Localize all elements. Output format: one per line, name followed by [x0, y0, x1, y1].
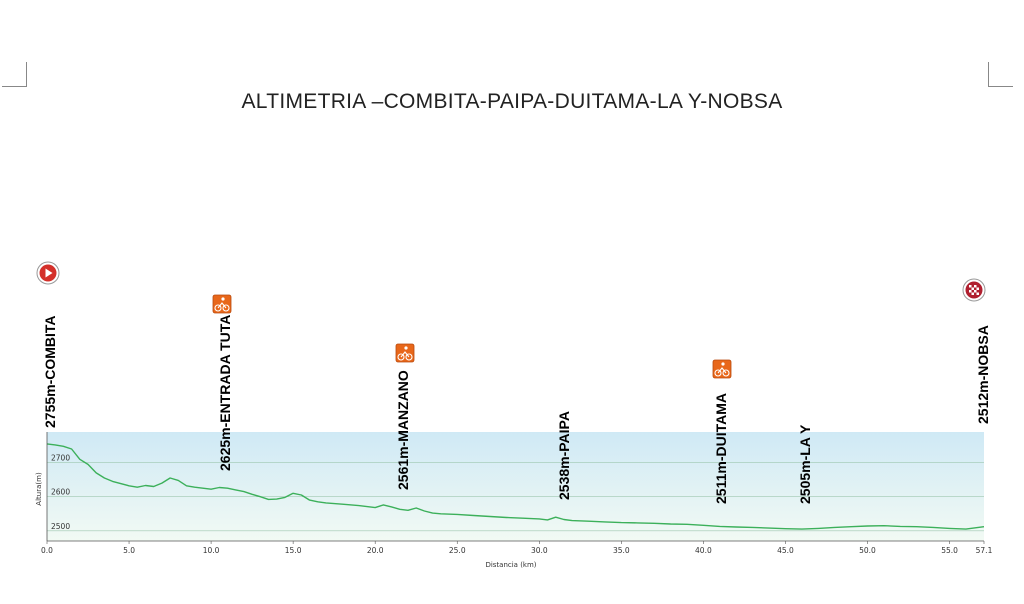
x-tick-label: 40.0 — [695, 546, 712, 555]
finish-icon-check — [971, 292, 974, 295]
sprint-icon-wheel — [722, 369, 730, 377]
finish-icon-check — [969, 290, 972, 293]
plot-background — [47, 432, 984, 541]
sprint-icon-box — [212, 294, 232, 314]
finish-icon-check — [976, 287, 979, 290]
x-tick-label: 35.0 — [613, 546, 630, 555]
x-tick-label: 30.0 — [531, 546, 548, 555]
sprint-icon-wheel — [214, 304, 222, 312]
x-axis-title: Distancia (km) — [485, 561, 536, 569]
sprint-icon-frame — [217, 302, 227, 309]
cycling-sprint-icon — [395, 343, 415, 363]
finish-icon-check — [974, 290, 977, 293]
sprint-icon-wheel — [222, 304, 230, 312]
waypoint-label: 2755m-COMBITA — [42, 315, 58, 428]
y-tick-label: 2600 — [51, 488, 70, 497]
corner-mark-top-right — [988, 62, 1013, 87]
finish-icon-check — [976, 292, 979, 295]
cycling-sprint-icon — [212, 294, 232, 314]
waypoint-label: 2625m-ENTRADA TUTA — [217, 315, 233, 471]
waypoint-label: 2511m-DUITAMA — [713, 393, 729, 504]
chart-title: ALTIMETRIA –COMBITA-PAIPA-DUITAMA-LA Y-N… — [241, 90, 783, 113]
finish-flag-icon — [962, 278, 986, 302]
sprint-icon-box — [395, 343, 415, 363]
waypoint-label: 2512m-NOBSA — [975, 325, 991, 424]
sprint-icon-frame — [717, 367, 727, 374]
y-tick-label: 2700 — [51, 454, 70, 463]
start-icon-arrow — [45, 268, 53, 278]
x-tick-label: 10.0 — [203, 546, 220, 555]
waypoint-label: 2538m-PAIPA — [556, 411, 572, 500]
x-tick-label: 0.0 — [41, 546, 53, 555]
elevation-line — [46, 443, 985, 530]
x-tick-label: 50.0 — [859, 546, 876, 555]
sprint-icon-wheel — [397, 353, 405, 361]
corner-mark-top-left — [2, 62, 27, 87]
x-tick-label: 20.0 — [367, 546, 384, 555]
sprint-icon-rider — [404, 346, 408, 350]
x-tick-label: 15.0 — [285, 546, 302, 555]
sprint-icon-rider — [721, 362, 725, 366]
cycling-sprint-icon — [712, 359, 732, 379]
sprint-icon-wheel — [714, 369, 722, 377]
sprint-icon-box — [712, 359, 732, 379]
finish-icon-check — [971, 287, 974, 290]
sprint-icon-frame — [400, 351, 410, 358]
waypoint-label: 2561m-MANZANO — [395, 370, 411, 490]
finish-icon-check — [974, 285, 977, 288]
y-tick-label: 2500 — [51, 522, 70, 531]
start-flag-icon — [36, 261, 60, 285]
x-tick-label: 45.0 — [777, 546, 794, 555]
sprint-icon-rider — [221, 297, 225, 301]
x-tick-label: 5.0 — [123, 546, 135, 555]
finish-icon-check — [969, 285, 972, 288]
y-axis-title: Altura(m) — [35, 472, 43, 506]
waypoint-label: 2505m-LA Y — [797, 424, 813, 504]
sprint-icon-wheel — [405, 353, 413, 361]
x-tick-label: 55.0 — [941, 546, 958, 555]
x-tick-label: 57.1 — [976, 546, 993, 555]
x-tick-label: 25.0 — [449, 546, 466, 555]
